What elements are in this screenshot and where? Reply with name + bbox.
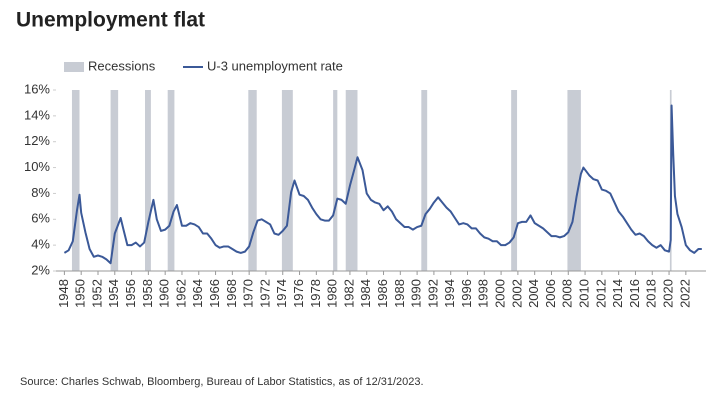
x-tick-label: 2022 [677,279,692,308]
x-tick-label: 1982 [341,279,356,308]
x-tick-label: 2002 [509,279,524,308]
recession-band [110,90,119,271]
x-tick-label: 1962 [173,279,188,308]
x-tick-label: 2008 [560,279,575,308]
series-line [63,104,702,265]
x-tick-label: 1972 [257,279,272,308]
x-tick-label: 2012 [593,279,608,308]
recession-band [145,90,151,271]
y-tick-label: 2% [31,262,50,277]
y-tick-label: 8% [31,185,50,200]
x-tick-label: 1952 [89,279,104,308]
y-tick-label: 10% [24,159,50,174]
x-tick-label: 1978 [308,279,323,308]
x-tick-label: 1960 [157,279,172,308]
x-tick-label: 2020 [660,279,675,308]
x-tick-label: 1950 [73,279,88,308]
x-tick-label: 1966 [207,279,222,308]
recession-band [281,90,293,271]
x-tick-label: 2014 [610,279,625,308]
x-tick-label: 1964 [190,279,205,308]
chart-title: Unemployment flat [16,9,205,32]
x-tick-label: 1948 [56,279,71,308]
legend-label: U-3 unemployment rate [207,58,343,73]
legend-swatch [64,62,84,72]
source-note: Source: Charles Schwab, Bloomberg, Burea… [20,376,424,388]
x-tick-label: 1990 [409,279,424,308]
y-tick-label: 6% [31,211,50,226]
y-tick-label: 16% [24,81,50,96]
x-tick-label: 1998 [476,279,491,308]
y-tick-label: 14% [24,107,50,122]
x-tick-label: 1970 [241,279,256,308]
recession-band [333,90,338,271]
x-tick-label: 2010 [577,279,592,308]
recession-band [421,90,428,271]
x-tick-label: 2018 [644,279,659,308]
x-tick-label: 2016 [627,279,642,308]
recession-band [71,90,80,271]
x-tick-label: 1992 [425,279,440,308]
x-tick-label: 1968 [224,279,239,308]
recession-band [511,90,518,271]
x-tick-label: 2006 [543,279,558,308]
x-tick-label: 1996 [459,279,474,308]
x-tick-label: 1986 [375,279,390,308]
x-tick-label: 1994 [442,279,457,308]
legend-label: Recessions [88,58,156,73]
x-tick-label: 1956 [123,279,138,308]
x-tick-label: 1958 [140,279,155,308]
recession-band [248,90,257,271]
x-tick-label: 1980 [325,279,340,308]
x-tick-label: 1984 [358,279,373,308]
recession-band [167,90,175,271]
x-tick-label: 1976 [291,279,306,308]
x-tick-label: 2004 [526,279,541,308]
y-tick-label: 12% [24,133,50,148]
y-tick-label: 4% [31,237,50,252]
x-tick-label: 1974 [274,279,289,308]
x-tick-label: 1988 [392,279,407,308]
x-tick-label: 2000 [493,279,508,308]
x-tick-label: 1954 [106,279,121,308]
